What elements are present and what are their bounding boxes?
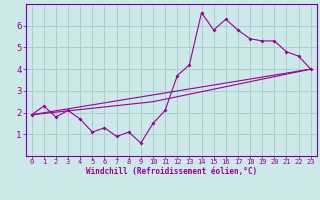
X-axis label: Windchill (Refroidissement éolien,°C): Windchill (Refroidissement éolien,°C): [86, 167, 257, 176]
